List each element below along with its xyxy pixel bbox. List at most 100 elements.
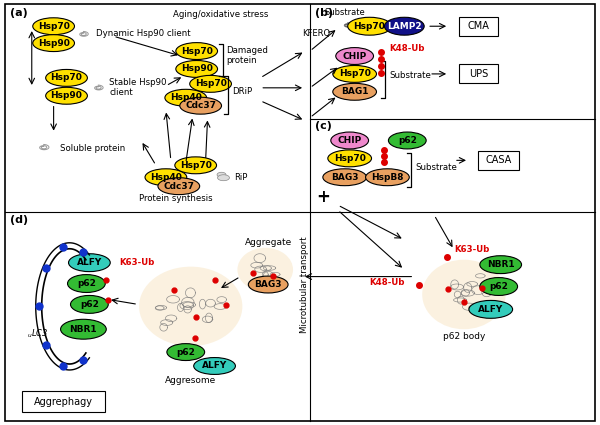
Text: Soluble protein: Soluble protein bbox=[59, 144, 125, 153]
Text: KFERQ: KFERQ bbox=[302, 28, 330, 38]
Text: K48-Ub: K48-Ub bbox=[389, 44, 425, 53]
FancyBboxPatch shape bbox=[22, 391, 105, 412]
Text: DRiP: DRiP bbox=[232, 87, 253, 96]
Ellipse shape bbox=[218, 175, 229, 181]
Ellipse shape bbox=[176, 42, 218, 60]
Text: CMA: CMA bbox=[468, 21, 490, 31]
Ellipse shape bbox=[328, 150, 371, 167]
Text: NBR1: NBR1 bbox=[487, 260, 514, 269]
Ellipse shape bbox=[480, 256, 521, 274]
Text: $_u$LC3: $_u$LC3 bbox=[27, 328, 49, 340]
Text: (a): (a) bbox=[10, 8, 28, 18]
Text: p62 body: p62 body bbox=[443, 332, 485, 341]
Text: Hsp90: Hsp90 bbox=[38, 39, 70, 48]
FancyBboxPatch shape bbox=[460, 17, 498, 36]
Text: Hsp70: Hsp70 bbox=[180, 161, 212, 170]
Text: Aggregate: Aggregate bbox=[245, 238, 292, 247]
Ellipse shape bbox=[248, 276, 288, 293]
Text: NBR1: NBR1 bbox=[70, 325, 97, 334]
Ellipse shape bbox=[323, 169, 367, 186]
Ellipse shape bbox=[176, 60, 218, 77]
Ellipse shape bbox=[167, 344, 205, 360]
Text: p62: p62 bbox=[398, 136, 417, 145]
Ellipse shape bbox=[331, 132, 368, 149]
Ellipse shape bbox=[33, 18, 74, 35]
Text: ALFY: ALFY bbox=[478, 305, 503, 314]
Ellipse shape bbox=[385, 17, 424, 35]
Ellipse shape bbox=[46, 87, 88, 104]
Text: RiP: RiP bbox=[235, 173, 248, 182]
Text: Cdc37: Cdc37 bbox=[163, 181, 194, 191]
Text: Hsp70: Hsp70 bbox=[334, 154, 365, 163]
Ellipse shape bbox=[217, 172, 226, 177]
Ellipse shape bbox=[175, 157, 217, 174]
Ellipse shape bbox=[194, 357, 235, 374]
Ellipse shape bbox=[190, 75, 232, 92]
Ellipse shape bbox=[139, 266, 242, 346]
Text: Damaged: Damaged bbox=[226, 45, 268, 54]
Ellipse shape bbox=[68, 275, 105, 292]
Text: BAG3: BAG3 bbox=[254, 280, 282, 289]
Text: (c): (c) bbox=[315, 121, 332, 130]
Text: Aggresome: Aggresome bbox=[165, 377, 217, 385]
Text: Hsp70: Hsp70 bbox=[38, 22, 70, 31]
Text: Stable Hsp90: Stable Hsp90 bbox=[109, 78, 167, 88]
Text: p62: p62 bbox=[80, 300, 99, 309]
Text: ALFY: ALFY bbox=[77, 258, 102, 267]
Text: p62: p62 bbox=[176, 348, 195, 357]
Text: K63-Ub: K63-Ub bbox=[454, 245, 490, 254]
Text: Substrate: Substrate bbox=[389, 71, 431, 80]
Text: Aging/oxidative stress: Aging/oxidative stress bbox=[173, 10, 268, 19]
Text: client: client bbox=[109, 88, 133, 97]
Ellipse shape bbox=[158, 178, 200, 195]
Ellipse shape bbox=[238, 248, 293, 292]
Text: BAG3: BAG3 bbox=[331, 173, 358, 182]
Text: CHIP: CHIP bbox=[343, 51, 367, 60]
Text: (d): (d) bbox=[10, 215, 28, 225]
Text: Hsp90: Hsp90 bbox=[181, 65, 212, 74]
Text: protein: protein bbox=[226, 56, 257, 65]
Text: Hsp40: Hsp40 bbox=[170, 93, 202, 102]
Text: UPS: UPS bbox=[469, 69, 488, 79]
Text: Microtubular transport: Microtubular transport bbox=[301, 236, 310, 333]
Ellipse shape bbox=[61, 319, 106, 339]
Text: Dynamic Hsp90 client: Dynamic Hsp90 client bbox=[97, 28, 191, 38]
Ellipse shape bbox=[33, 35, 74, 51]
Text: K63-Ub: K63-Ub bbox=[119, 258, 155, 267]
Text: (b): (b) bbox=[315, 8, 333, 18]
Ellipse shape bbox=[333, 83, 376, 100]
Text: HspB8: HspB8 bbox=[371, 173, 404, 182]
Text: CHIP: CHIP bbox=[338, 136, 362, 145]
Text: Hsp90: Hsp90 bbox=[50, 91, 82, 100]
Ellipse shape bbox=[336, 48, 374, 65]
Text: p62: p62 bbox=[489, 282, 508, 291]
Ellipse shape bbox=[480, 278, 518, 295]
Text: Hsp70: Hsp70 bbox=[181, 47, 212, 56]
FancyBboxPatch shape bbox=[478, 151, 519, 170]
Text: Hsp40: Hsp40 bbox=[150, 173, 182, 182]
Ellipse shape bbox=[165, 89, 206, 106]
Ellipse shape bbox=[333, 65, 376, 82]
Ellipse shape bbox=[46, 69, 88, 86]
FancyBboxPatch shape bbox=[460, 65, 498, 83]
Text: BAG1: BAG1 bbox=[341, 87, 368, 96]
Text: Hsp70: Hsp70 bbox=[194, 79, 227, 88]
Text: Hsp70: Hsp70 bbox=[339, 69, 371, 78]
Ellipse shape bbox=[365, 169, 409, 186]
Ellipse shape bbox=[422, 260, 506, 329]
Text: Cdc37: Cdc37 bbox=[185, 101, 216, 110]
Ellipse shape bbox=[180, 97, 221, 114]
Text: Hsp70: Hsp70 bbox=[50, 74, 82, 82]
Text: p62: p62 bbox=[77, 279, 96, 288]
Text: Hsp70: Hsp70 bbox=[353, 22, 385, 31]
Text: CASA: CASA bbox=[485, 156, 512, 165]
Ellipse shape bbox=[469, 300, 512, 318]
Ellipse shape bbox=[347, 17, 391, 35]
Text: K48-Ub: K48-Ub bbox=[370, 278, 405, 287]
Ellipse shape bbox=[388, 132, 426, 149]
Text: ALFY: ALFY bbox=[202, 362, 227, 371]
Ellipse shape bbox=[68, 254, 110, 272]
Text: Protein synthesis: Protein synthesis bbox=[139, 194, 212, 203]
Ellipse shape bbox=[71, 295, 108, 313]
Ellipse shape bbox=[145, 169, 187, 186]
